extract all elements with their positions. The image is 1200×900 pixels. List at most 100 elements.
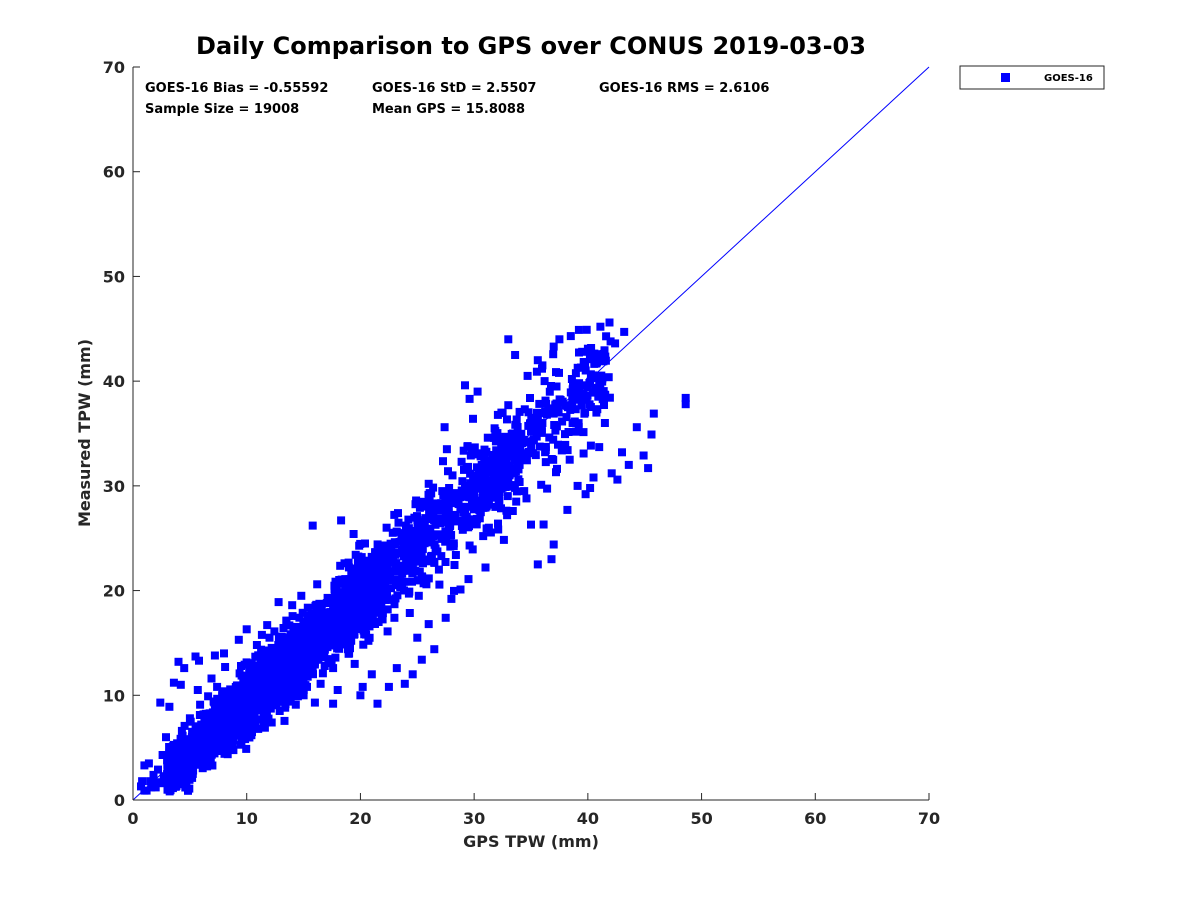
data-point xyxy=(437,552,446,561)
data-point xyxy=(585,400,594,409)
data-point xyxy=(220,711,229,720)
data-point xyxy=(292,672,301,681)
y-tick-label: 20 xyxy=(103,582,125,601)
data-point xyxy=(397,535,406,544)
data-point xyxy=(639,451,648,460)
data-point xyxy=(445,484,454,492)
data-point xyxy=(317,605,326,614)
data-point xyxy=(527,520,535,529)
data-point xyxy=(586,355,595,364)
data-point xyxy=(605,393,614,402)
data-point xyxy=(318,669,327,678)
data-point xyxy=(542,399,551,408)
data-point xyxy=(227,724,235,733)
data-point xyxy=(398,569,407,578)
data-point xyxy=(450,586,458,595)
data-point xyxy=(253,691,262,700)
data-point xyxy=(279,683,288,692)
data-point xyxy=(414,548,422,557)
data-point xyxy=(218,725,227,734)
data-point xyxy=(532,432,541,441)
data-point xyxy=(435,515,444,524)
data-point xyxy=(537,425,546,434)
data-point xyxy=(288,637,297,646)
data-point xyxy=(368,591,377,600)
data-point xyxy=(341,603,350,612)
data-point xyxy=(261,703,270,712)
y-tick-label: 0 xyxy=(114,791,125,810)
data-point xyxy=(248,703,257,712)
data-point xyxy=(188,766,197,775)
data-point xyxy=(293,685,302,693)
data-point xyxy=(347,569,356,578)
data-point xyxy=(335,597,344,606)
data-point xyxy=(461,508,469,517)
data-point xyxy=(420,533,429,542)
data-point xyxy=(494,525,503,534)
data-point xyxy=(312,643,321,651)
data-point xyxy=(236,694,245,703)
data-point xyxy=(506,469,515,478)
data-point xyxy=(511,420,520,429)
data-point xyxy=(331,598,339,606)
data-point xyxy=(287,659,296,668)
data-point xyxy=(426,524,435,533)
data-point xyxy=(504,445,513,454)
data-point xyxy=(221,663,230,671)
data-point xyxy=(313,580,322,589)
data-point xyxy=(600,419,609,427)
data-point xyxy=(181,783,190,792)
data-point xyxy=(649,409,658,418)
data-point xyxy=(229,692,238,701)
chart-title: Daily Comparison to GPS over CONUS 2019-… xyxy=(196,32,866,60)
data-point xyxy=(226,730,235,738)
data-point xyxy=(271,691,280,700)
data-point xyxy=(167,766,176,775)
data-point xyxy=(472,520,481,529)
data-point xyxy=(222,720,231,729)
data-point xyxy=(533,356,542,365)
data-point xyxy=(237,671,246,680)
data-point xyxy=(199,710,208,719)
data-point xyxy=(540,377,549,386)
data-point xyxy=(415,567,424,576)
data-point xyxy=(492,470,501,479)
data-point xyxy=(191,746,200,755)
data-point xyxy=(320,615,329,624)
data-point xyxy=(435,580,444,589)
data-point xyxy=(374,618,383,626)
data-point xyxy=(163,756,172,765)
data-point xyxy=(412,538,421,547)
data-point xyxy=(383,627,392,636)
data-point xyxy=(349,611,358,620)
data-point xyxy=(366,580,375,589)
data-point xyxy=(513,429,522,438)
data-point xyxy=(298,624,307,633)
data-point xyxy=(547,455,556,463)
data-point xyxy=(579,449,588,458)
data-point xyxy=(371,548,380,557)
data-point xyxy=(307,614,316,623)
data-point xyxy=(390,567,399,576)
data-point xyxy=(198,747,207,756)
data-point xyxy=(291,700,300,709)
data-point xyxy=(180,773,189,782)
data-point xyxy=(175,778,184,786)
data-point xyxy=(177,726,186,735)
data-point xyxy=(493,489,502,498)
data-point xyxy=(311,630,320,639)
data-point xyxy=(151,783,160,792)
data-point xyxy=(413,523,422,532)
data-point xyxy=(504,478,513,487)
data-point xyxy=(475,504,484,513)
data-point xyxy=(398,563,407,572)
data-point xyxy=(374,559,383,568)
data-point xyxy=(479,532,488,541)
data-point xyxy=(355,612,364,621)
data-point xyxy=(647,430,656,439)
data-point xyxy=(165,702,174,711)
data-point xyxy=(590,349,599,358)
data-point xyxy=(582,395,591,404)
data-point xyxy=(498,442,507,451)
data-point xyxy=(281,703,290,712)
